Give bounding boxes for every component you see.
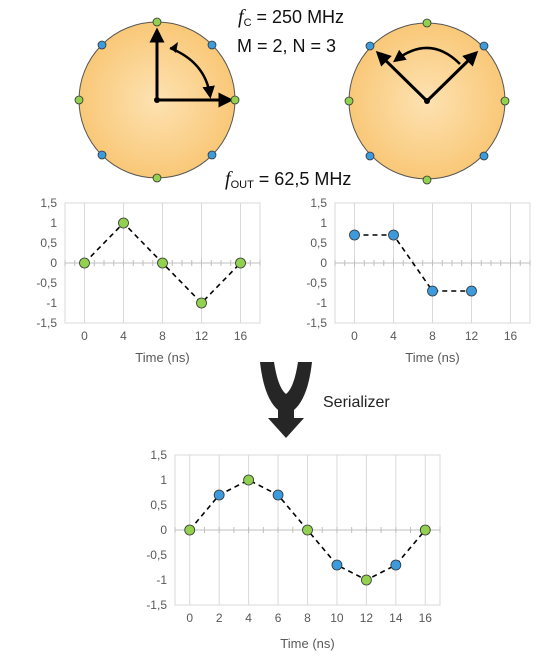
y-tick-label: 0,5 <box>310 236 327 250</box>
fc-value: = 250 MHz <box>251 7 345 27</box>
y-tick-label: -1,5 <box>146 598 167 612</box>
y-tick-label: 0 <box>160 523 167 537</box>
x-tick-label: 14 <box>389 611 403 625</box>
x-tick-label: 4 <box>390 329 397 343</box>
x-tick-label: 8 <box>159 329 166 343</box>
y-tick-label: -0,5 <box>306 276 327 290</box>
data-point <box>466 285 477 297</box>
wheel-point <box>365 41 375 51</box>
y-tick-label: -0,5 <box>36 276 57 290</box>
y-tick-label: 1,5 <box>310 196 327 210</box>
wheel-point <box>207 40 217 50</box>
y-tick-label: 0 <box>50 256 57 270</box>
x-tick-label: 12 <box>465 329 479 343</box>
data-point <box>302 524 313 536</box>
y-tick-label: 0 <box>320 256 327 270</box>
wheel-point <box>74 95 84 105</box>
x-axis-label: Time (ns) <box>405 350 459 365</box>
data-point <box>184 524 196 536</box>
data-point <box>349 229 360 241</box>
wheel-point <box>97 150 107 160</box>
y-tick-label: 0,5 <box>40 236 57 250</box>
wheel-point <box>422 18 432 28</box>
left-phase-wheel <box>74 17 240 183</box>
data-point <box>388 229 399 241</box>
data-point <box>390 559 402 571</box>
data-point <box>360 574 372 586</box>
x-tick-label: 8 <box>429 329 436 343</box>
x-tick-label: 4 <box>245 611 252 625</box>
wheel-point <box>152 17 162 27</box>
x-tick-label: 0 <box>186 611 193 625</box>
y-tick-label: 1,5 <box>150 448 167 462</box>
fout-annotation: fOUT = 62,5 MHz <box>225 168 351 191</box>
data-point <box>157 257 168 269</box>
wheel-point <box>207 150 217 160</box>
x-tick-label: 0 <box>81 329 88 343</box>
data-point <box>272 489 284 501</box>
data-point <box>235 257 246 269</box>
wheel-point <box>479 41 489 51</box>
wheel-point <box>97 40 107 50</box>
y-tick-label: 1 <box>50 216 57 230</box>
wheel-point <box>152 173 162 183</box>
y-tick-label: 1,5 <box>40 196 57 210</box>
wheel-point <box>230 95 240 105</box>
data-point <box>196 297 207 309</box>
x-tick-label: 10 <box>330 611 344 625</box>
x-tick-label: 4 <box>120 329 127 343</box>
fc-symbol: f <box>238 6 244 28</box>
y-tick-label: -1 <box>156 573 167 587</box>
data-point <box>243 474 255 486</box>
x-tick-label: 0 <box>351 329 358 343</box>
data-point <box>118 217 129 229</box>
data-point <box>331 559 343 571</box>
y-tick-label: 0,5 <box>150 498 167 512</box>
x-tick-label: 6 <box>275 611 282 625</box>
fout-value: = 62,5 MHz <box>253 169 352 189</box>
serializer-label: Serializer <box>323 394 390 411</box>
y-tick-label: -1 <box>316 296 327 310</box>
wheel-point <box>500 96 510 106</box>
y-tick-label: -1,5 <box>36 316 57 330</box>
series-line <box>354 234 472 292</box>
x-tick-label: 12 <box>195 329 209 343</box>
x-axis-label: Time (ns) <box>280 636 334 651</box>
wheel-point <box>344 96 354 106</box>
x-tick-label: 2 <box>216 611 223 625</box>
left-waveform-chart: 0 4 8 12 16 1,5 1 0,5 0 -0,5 -1 -1,5 Time (ns) <box>36 196 261 365</box>
mn-annotation: M = 2, N = 3 <box>237 36 337 56</box>
y-tick-label: 1 <box>320 216 327 230</box>
data-point <box>79 257 90 269</box>
right-waveform-chart: 0 4 8 12 16 1,5 1 0,5 0 -0,5 -1 -1,5 Time (ns) <box>306 196 531 365</box>
fout-subscript: OUT <box>230 179 254 191</box>
serialized-waveform-chart: 0 2 4 6 8 10 12 14 16 1,5 1 0,5 0 -0,5 -1 -1,5 Time (ns) <box>146 448 441 651</box>
phase-wheels <box>74 17 510 185</box>
right-phase-wheel <box>344 18 510 185</box>
x-tick-label: 12 <box>360 611 374 625</box>
y-tick-label: -1,5 <box>306 316 327 330</box>
x-tick-label: 8 <box>304 611 311 625</box>
wheel-point <box>422 175 432 185</box>
x-axis-label: Time (ns) <box>135 350 189 365</box>
x-tick-label: 16 <box>419 611 433 625</box>
data-point <box>213 489 225 501</box>
wheel-point <box>365 151 375 161</box>
data-point <box>427 285 438 297</box>
x-tick-label: 16 <box>504 329 518 343</box>
serializer-arrow-icon <box>260 362 312 438</box>
x-tick-label: 16 <box>234 329 248 343</box>
fc-subscript: C <box>243 17 252 29</box>
data-point <box>419 524 431 536</box>
y-tick-label: -0,5 <box>146 548 167 562</box>
y-tick-label: -1 <box>46 296 57 310</box>
fc-annotation: fC = 250 MHz <box>238 6 344 29</box>
fout-symbol: f <box>225 168 231 190</box>
wheel-point <box>479 151 489 161</box>
y-tick-label: 1 <box>160 473 167 487</box>
